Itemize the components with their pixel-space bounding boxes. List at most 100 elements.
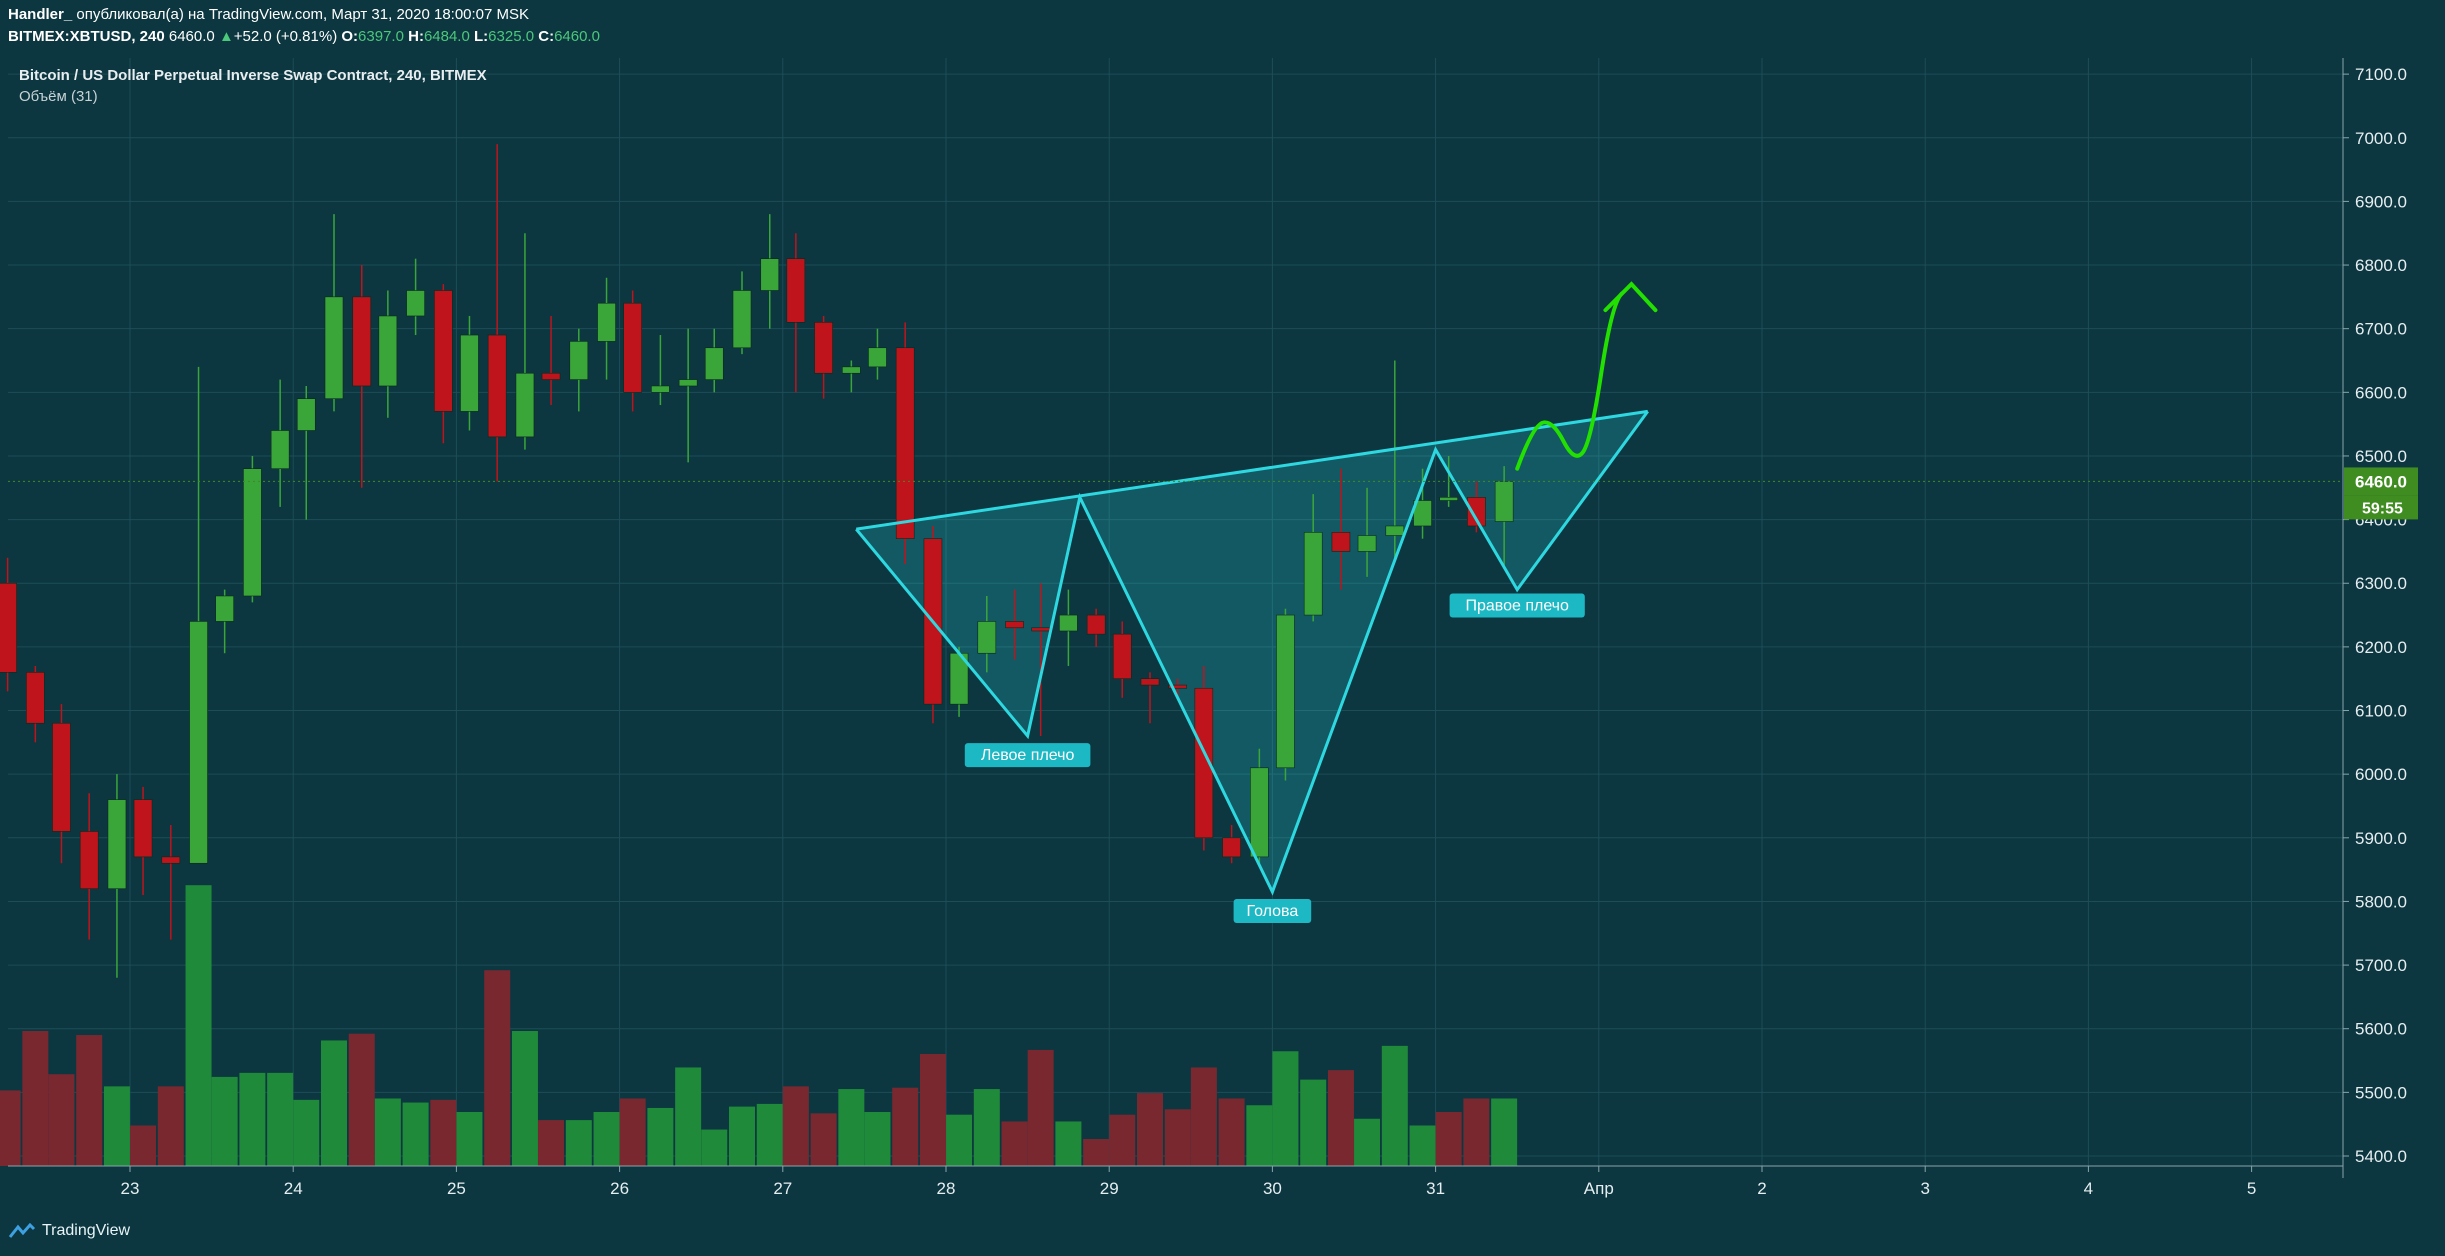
price-tick-label: 6900.0 [2355, 192, 2407, 211]
candle [215, 589, 234, 654]
candle [161, 825, 181, 940]
candle [107, 774, 127, 978]
candle [296, 385, 316, 520]
tradingview-logo-icon [8, 1223, 36, 1238]
candle [243, 455, 262, 603]
high-value: 6484.0 [423, 28, 470, 45]
candle [1005, 589, 1024, 660]
footer [0, 1218, 2445, 1256]
candle-body [569, 341, 589, 380]
candle [1385, 360, 1405, 558]
candle-body [1467, 497, 1486, 527]
volume-bar [1381, 1045, 1408, 1166]
annotation-text: Голова [1247, 903, 1299, 920]
candle-body [541, 372, 561, 380]
price-tick-label: 6600.0 [2355, 383, 2407, 402]
candles [0, 144, 1514, 978]
time-tick-label: 24 [284, 1179, 303, 1198]
current-price-box [2344, 467, 2418, 496]
time-tick-label: 31 [1426, 1179, 1445, 1198]
candle-body [1250, 767, 1269, 858]
time-tick-label: 30 [1263, 1179, 1282, 1198]
volume-bar [729, 1106, 755, 1166]
candle-body [760, 258, 780, 291]
candle-body [243, 468, 262, 597]
candle-body [814, 322, 833, 374]
volume-bar [1435, 1112, 1462, 1166]
volume-bar [348, 1033, 375, 1166]
candle [0, 557, 17, 692]
candle [569, 328, 589, 412]
candle [1222, 825, 1241, 864]
low-label: L: [474, 28, 489, 45]
candle-body [623, 302, 642, 393]
candle-body [52, 722, 71, 832]
candle-body [296, 398, 316, 431]
volume-bar [103, 1086, 130, 1166]
volume-bar [619, 1098, 646, 1166]
volume-bar [1055, 1121, 1082, 1166]
volume-bar [402, 1102, 429, 1166]
candle-body [1222, 837, 1241, 858]
time-tick-label: 27 [773, 1179, 792, 1198]
plot-area [8, 58, 2343, 1166]
price-change: +52.0 (+0.81%) [233, 28, 338, 45]
volume-bar [511, 1031, 538, 1166]
candle [732, 271, 752, 355]
annotation-text: Левое плечо [981, 747, 1075, 764]
candle-body [597, 302, 616, 342]
tradingview-logo[interactable]: TradingView [8, 1222, 130, 1240]
candle-body [895, 347, 915, 539]
volume-bar [1190, 1067, 1217, 1166]
volume-bar [946, 1114, 973, 1166]
candle [895, 322, 915, 565]
volume-bar [1164, 1109, 1191, 1166]
candle-body [1059, 614, 1078, 632]
candle-body [1086, 614, 1106, 635]
candle [324, 214, 344, 412]
candle [189, 366, 208, 864]
volume-bar [701, 1129, 728, 1166]
candle [1331, 468, 1351, 590]
volume-bar [1109, 1114, 1136, 1166]
candle-body [324, 296, 344, 399]
candle [1467, 481, 1486, 533]
volume-bar [919, 1053, 946, 1166]
open-label: O: [341, 28, 359, 45]
candle [406, 258, 425, 336]
candle-body [406, 290, 425, 317]
current-price-value: 6460.0 [2355, 472, 2407, 491]
volume-bar [1409, 1125, 1436, 1166]
time-tick-label: 3 [1920, 1179, 1929, 1198]
volume-bar [430, 1099, 457, 1166]
volume-bar [157, 1086, 184, 1166]
candle [541, 315, 561, 406]
candle [977, 595, 997, 673]
volume-bar [76, 1035, 103, 1166]
candle [842, 360, 861, 393]
candle-body [1303, 532, 1323, 616]
candle [1357, 487, 1377, 577]
candle-body [79, 831, 99, 890]
volume-bar [321, 1040, 347, 1166]
author-name[interactable]: Handler_ [8, 6, 73, 23]
candle [1140, 672, 1160, 724]
volume-bar [1300, 1079, 1327, 1166]
candle-body [215, 595, 234, 622]
symbol-name[interactable]: BITMEX:XBTUSD, 240 [8, 28, 165, 45]
time-tick-label: 4 [2084, 1179, 2093, 1198]
volume-bar [1001, 1121, 1028, 1166]
candle-body [786, 258, 806, 323]
candle-body [460, 334, 479, 412]
candle-body [704, 347, 724, 380]
time-tick-label: 23 [121, 1179, 140, 1198]
candle [623, 290, 642, 412]
candle-body [133, 799, 153, 858]
volume-bar [1354, 1118, 1381, 1166]
pattern-fill [856, 411, 1648, 892]
volume-bar [1246, 1105, 1273, 1166]
volume-bar [211, 1076, 238, 1166]
annotation-label: Левое плечо [964, 743, 1091, 768]
candle [460, 315, 479, 431]
